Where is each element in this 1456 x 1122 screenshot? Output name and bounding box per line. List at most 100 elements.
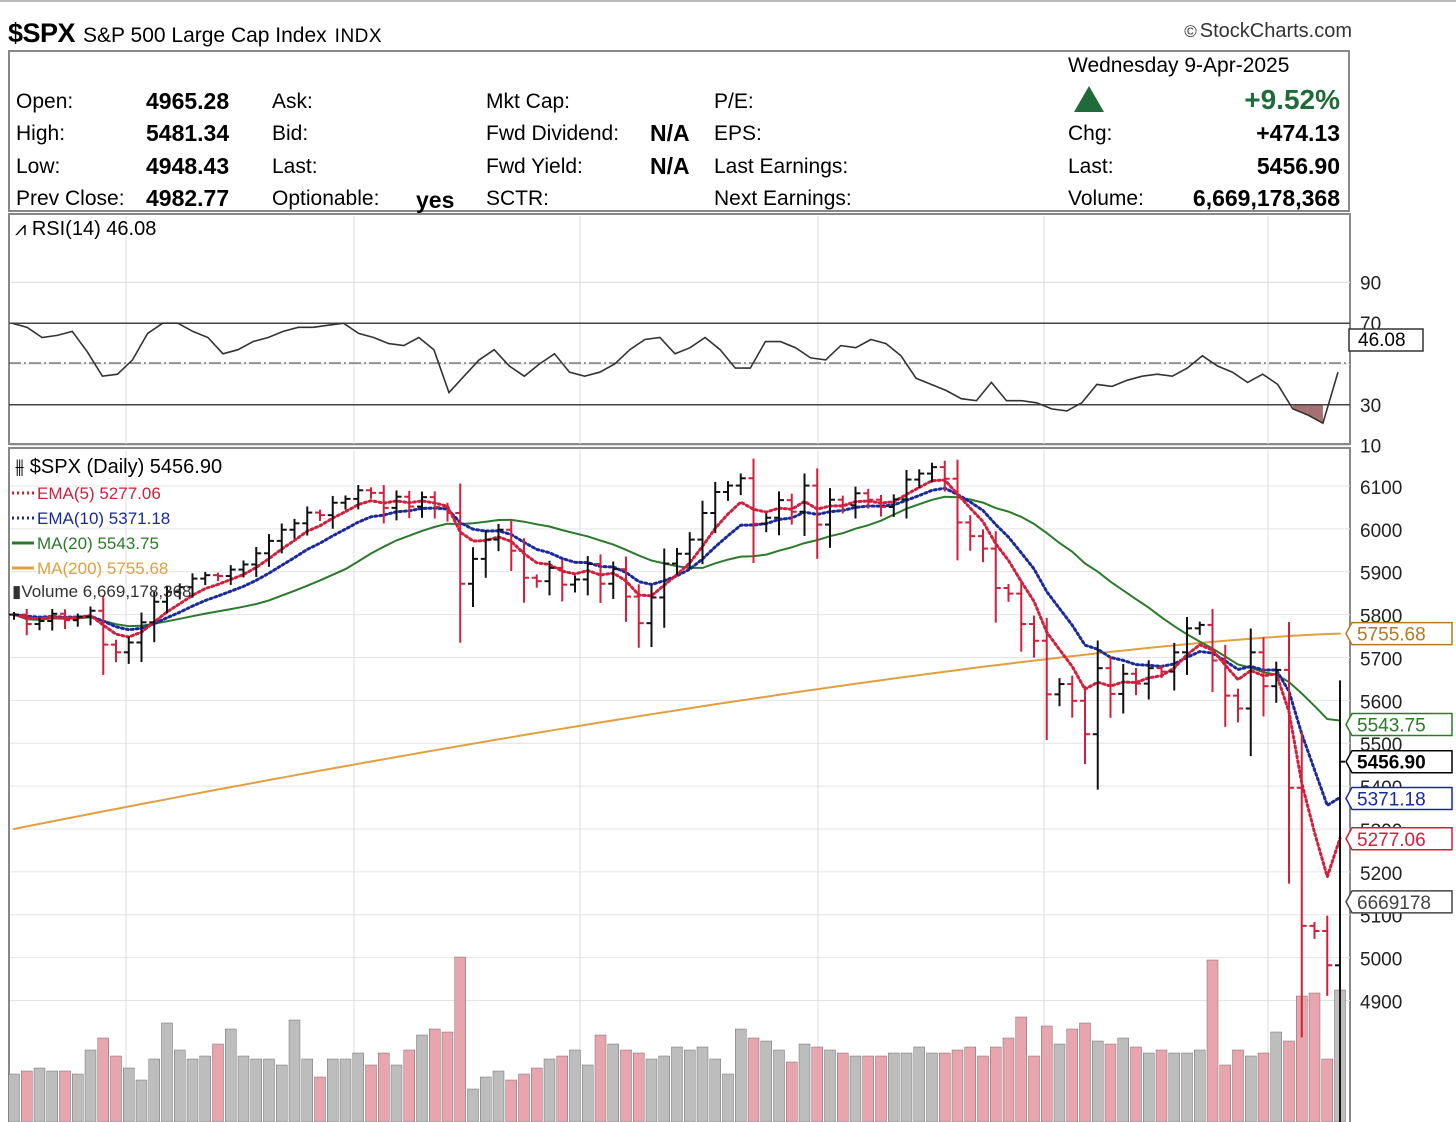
volume-bar bbox=[1104, 1043, 1117, 1122]
volume-bar bbox=[1092, 1040, 1104, 1122]
legend-ema10: EMA(10) 5371.18 bbox=[12, 509, 170, 528]
rsi-tick-label: 90 bbox=[1360, 273, 1381, 294]
volume-bar bbox=[314, 1076, 326, 1122]
volume-bar bbox=[939, 1052, 951, 1122]
volume-bar bbox=[21, 1070, 33, 1122]
volume-bar bbox=[416, 1034, 428, 1122]
open-value: 4965.28 bbox=[146, 88, 230, 114]
volume-bar bbox=[505, 1079, 517, 1122]
volume-bar bbox=[403, 1049, 415, 1122]
next-earnings-label: Next Earnings: bbox=[714, 187, 852, 210]
chart-header: $SPX S&P 500 Large Cap Index INDX bbox=[8, 18, 382, 48]
volume-bar bbox=[722, 1073, 734, 1122]
sctr-label: SCTR: bbox=[486, 187, 549, 210]
bid-label: Bid: bbox=[272, 122, 309, 145]
volume-bar bbox=[964, 1046, 976, 1122]
open-label: Open: bbox=[16, 90, 74, 113]
volume-bar bbox=[1283, 1040, 1295, 1122]
volume-bar bbox=[148, 1058, 160, 1122]
volume-bar bbox=[1130, 1046, 1142, 1122]
volume-bar bbox=[798, 1043, 811, 1122]
prev-close-value: 4982.77 bbox=[146, 185, 230, 211]
volume-bar bbox=[696, 1046, 709, 1122]
legend-volume-label: Volume 6,669,178,368 bbox=[21, 582, 191, 601]
top-border bbox=[0, 0, 1456, 2]
optionable-label: Optionable: bbox=[272, 187, 380, 210]
volume-bar bbox=[1117, 1037, 1129, 1122]
index-name: S&P 500 Large Cap Index bbox=[83, 24, 327, 47]
volume-bar bbox=[926, 1052, 938, 1122]
volume-bar bbox=[888, 1052, 900, 1122]
ma200-tag-text: 5755.68 bbox=[1357, 625, 1426, 646]
volume-bar bbox=[339, 1058, 352, 1122]
pe-label: P/E: bbox=[714, 90, 754, 113]
fwd-dividend-value: N/A bbox=[650, 120, 690, 146]
ema10-tag-box bbox=[1345, 786, 1453, 811]
volume-bar bbox=[977, 1055, 989, 1122]
volume-bar bbox=[1219, 1064, 1231, 1122]
rsi-last-tag-box bbox=[1348, 328, 1424, 352]
rsi-frame bbox=[8, 213, 1351, 445]
volume-bar bbox=[543, 1058, 556, 1122]
high-label: High: bbox=[16, 122, 66, 145]
volume-bar bbox=[1028, 1055, 1040, 1122]
volume-bar bbox=[263, 1058, 275, 1122]
volume-bar bbox=[1181, 1052, 1193, 1122]
volume-tag-box bbox=[1345, 890, 1453, 914]
volume-bar bbox=[837, 1052, 849, 1122]
volume-bar bbox=[760, 1040, 772, 1122]
volume-bar bbox=[709, 1058, 721, 1122]
volume-bar bbox=[250, 1058, 262, 1122]
volume-bar bbox=[594, 1034, 607, 1122]
price-tick-label: 6100 bbox=[1360, 478, 1402, 499]
volume-bar bbox=[33, 1067, 46, 1122]
price-title: ⫵ $SPX (Daily) 5456.90 bbox=[15, 456, 222, 478]
price-value-tags: 5755.68 5543.75 5456.90 5371.18 5277.06 66691… bbox=[1345, 621, 1453, 914]
quote-date: Wednesday 9-Apr-2025 bbox=[1068, 54, 1290, 77]
volume-bar bbox=[1206, 959, 1219, 1122]
rsi-title-text: RSI(14) 46.08 bbox=[32, 218, 157, 240]
volume-bar bbox=[556, 1055, 568, 1122]
volume-bar bbox=[900, 1052, 913, 1122]
rsi-icon: ⩘ bbox=[15, 218, 26, 240]
price-axis: 6100600059005800570056005500540053005200… bbox=[1360, 478, 1402, 1013]
low-label: Low: bbox=[16, 155, 61, 178]
last-price-tag-text: 5456.90 bbox=[1357, 753, 1426, 774]
brand-name: StockCharts.com bbox=[1199, 20, 1352, 42]
volume-bar bbox=[390, 1064, 403, 1122]
copyright-icon: © bbox=[1184, 22, 1197, 41]
rsi-oversold-fill bbox=[1292, 404, 1323, 424]
volume-bar bbox=[480, 1076, 492, 1122]
volume-bar bbox=[301, 1058, 313, 1122]
volume-bar bbox=[849, 1055, 862, 1122]
volume-bar bbox=[1015, 1016, 1027, 1122]
volume-bar bbox=[199, 1055, 211, 1122]
volume-bar bbox=[773, 1049, 785, 1122]
volume-bar bbox=[747, 1037, 760, 1122]
legend-ema5: EMA(5) 5277.06 bbox=[12, 484, 161, 503]
volume-bars bbox=[8, 956, 1346, 1122]
volume-bar bbox=[59, 1070, 71, 1122]
ticker-symbol: $SPX bbox=[8, 18, 76, 48]
legend-ma20-text: MA(20) 5543.75 bbox=[37, 534, 159, 553]
ema5-tag-box bbox=[1345, 827, 1453, 851]
legend-ma200: MA(200) 5755.68 bbox=[12, 559, 168, 578]
rsi-last-tag-text: 46.08 bbox=[1358, 330, 1406, 351]
volume-bar bbox=[658, 1055, 670, 1122]
legend-ma20: MA(20) 5543.75 bbox=[12, 534, 159, 553]
legend-volume: ▮Volume 6,669,178,368 bbox=[12, 582, 192, 601]
price-tick-label: 5700 bbox=[1360, 649, 1402, 670]
volume-bar bbox=[378, 1052, 390, 1122]
volume-bar bbox=[186, 1058, 199, 1122]
volume-bar bbox=[582, 1064, 594, 1122]
price-panel: 6100600059005800570056005500540053005200… bbox=[8, 447, 1453, 1122]
last-price-tag-box bbox=[1345, 749, 1453, 774]
rsi-tick-label: 30 bbox=[1360, 396, 1381, 417]
volume-bar bbox=[429, 1028, 441, 1122]
volume-bar bbox=[607, 1043, 619, 1122]
volume-bar bbox=[990, 1046, 1002, 1122]
volume-bar bbox=[237, 1055, 250, 1122]
brand-link[interactable]: © StockCharts.com bbox=[1184, 20, 1352, 43]
ma200-tag-box bbox=[1345, 621, 1453, 646]
